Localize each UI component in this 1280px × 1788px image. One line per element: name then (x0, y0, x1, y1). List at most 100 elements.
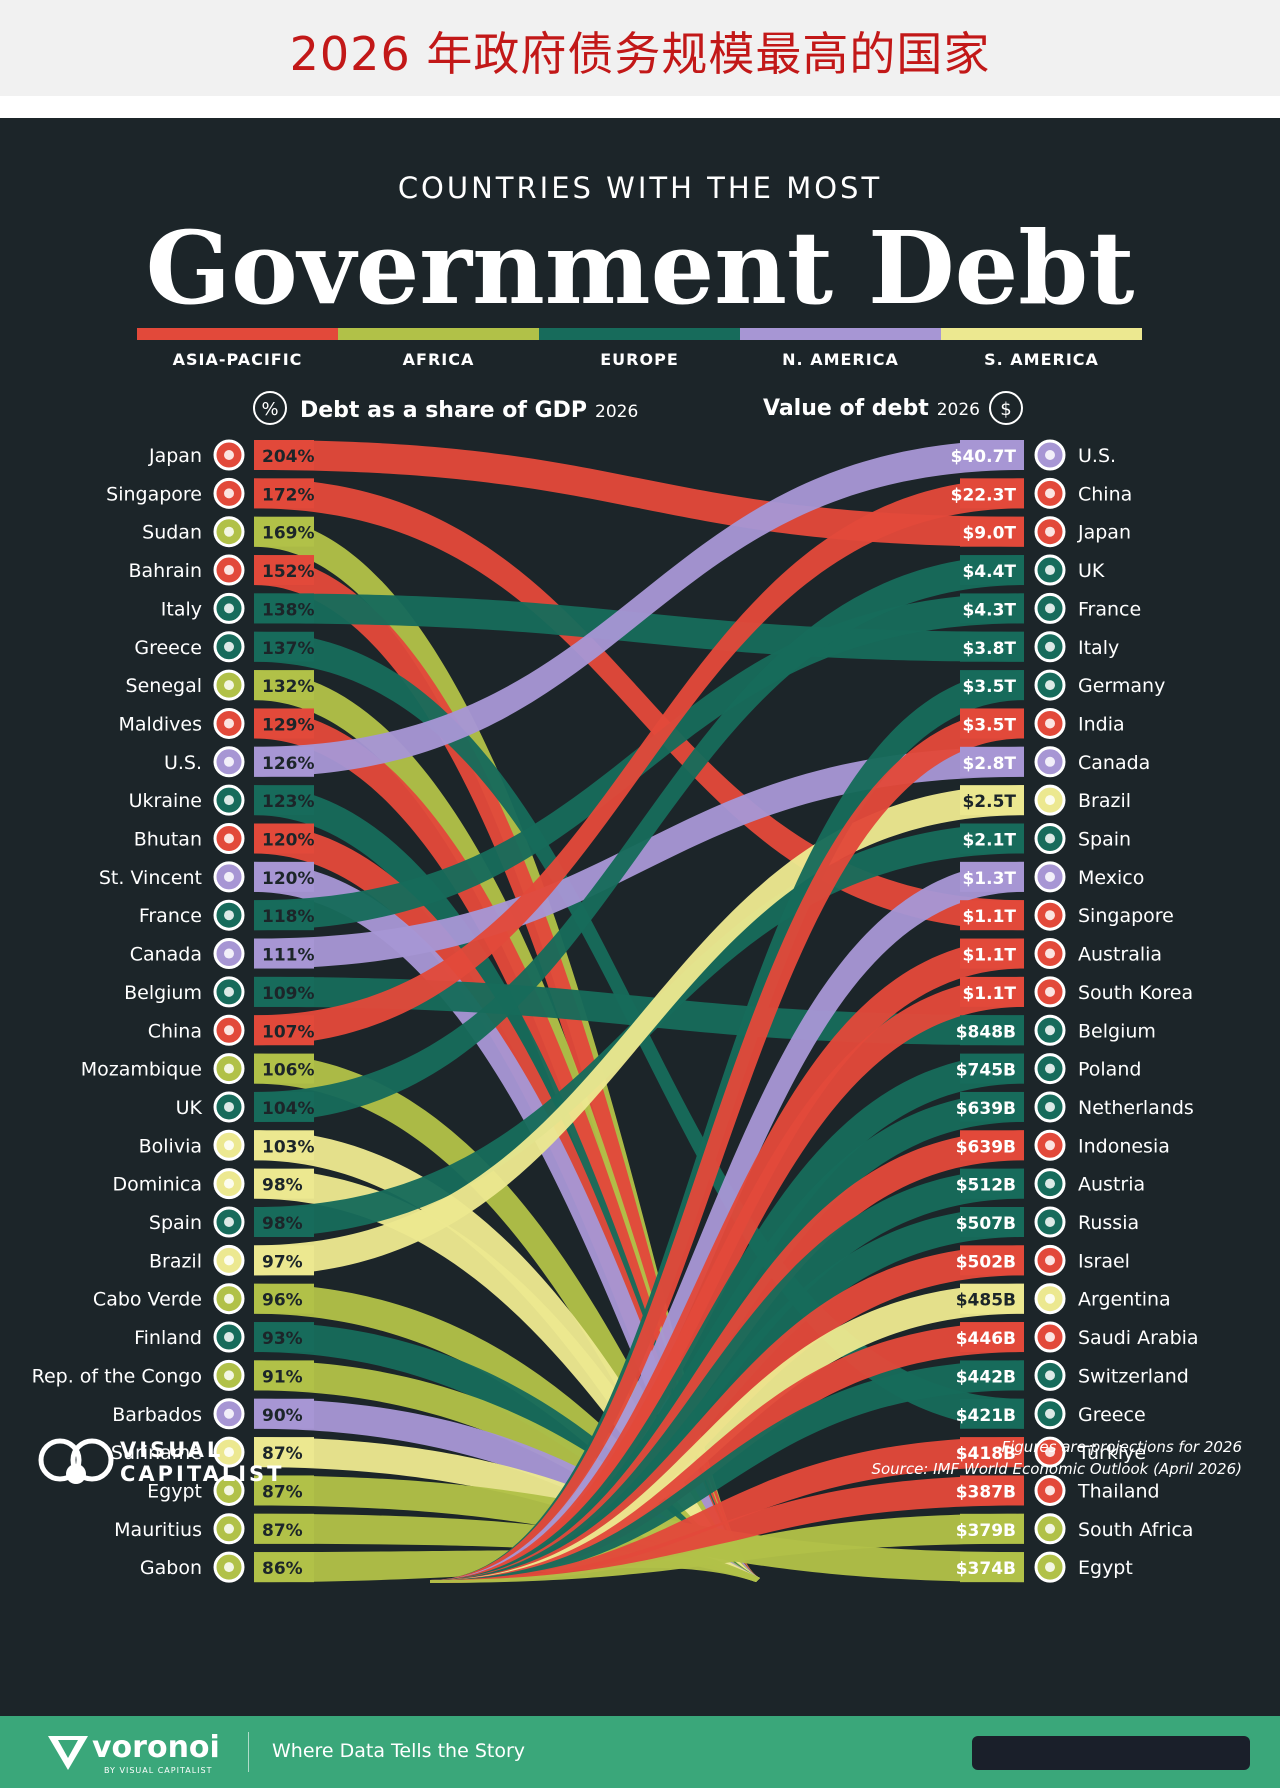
left-value-label: 129% (262, 715, 315, 735)
belgium-flag-icon (213, 976, 245, 1008)
right-row: $379B South Africa (956, 1513, 1193, 1545)
left-value-band (254, 708, 314, 739)
left-value-label: 138% (262, 600, 315, 620)
right-row: $421B Greece (956, 1398, 1146, 1430)
left-value-band (254, 976, 314, 1007)
right-value-band (960, 1015, 1024, 1046)
left-value-band (254, 1168, 314, 1199)
right-country-label: Spain (1078, 829, 1131, 851)
right-country-label: Austria (1078, 1174, 1145, 1196)
right-value-band (960, 631, 1024, 662)
netherlands-flag-icon (1034, 1091, 1066, 1123)
left-row: U.S. 126% (164, 746, 315, 778)
left-country-label: Egypt (147, 1480, 202, 1502)
left-value-label: 169% (262, 524, 315, 544)
right-value-band (960, 976, 1024, 1007)
left-row: Greece 137% (134, 631, 315, 663)
singapore-flag-icon (213, 477, 245, 509)
vc-logo-icon (38, 1438, 114, 1484)
japan-flag-icon (213, 439, 245, 471)
left-value-band (254, 1513, 314, 1544)
greece-flag-icon (1034, 1398, 1066, 1430)
footer-tagline: Where Data Tells the Story (272, 1740, 526, 1762)
left-value-label: 137% (262, 639, 315, 659)
voronoi-logo-icon (48, 1736, 88, 1770)
footer-brand: voronoi (92, 1730, 220, 1765)
brazil-flag-icon (213, 1244, 245, 1276)
left-country-label: Canada (130, 944, 202, 966)
ribbon-south-korea (430, 976, 1024, 1583)
left-value-label: 97% (262, 1252, 303, 1272)
right-value-label: $40.7T (951, 447, 1017, 467)
visual-capitalist-logo: VISUAL CAPITALIST (38, 1438, 281, 1486)
right-value-label: $442B (956, 1367, 1016, 1387)
ribbon-india (430, 708, 1024, 1583)
right-row: $3.8T Italy (960, 631, 1119, 663)
spain-flag-icon (213, 1206, 245, 1238)
right-value-label: $745B (956, 1061, 1016, 1081)
debt-value-column: $40.7T U.S.$22.3T China$9.0T Japan$4.4T UK$4… (951, 439, 1199, 1583)
right-value-label: $639B (956, 1137, 1016, 1157)
us-flag-icon (213, 746, 245, 778)
right-country-label: France (1078, 598, 1141, 620)
right-row: $3.5T Germany (960, 669, 1165, 701)
right-country-label: Greece (1078, 1404, 1146, 1426)
left-value-band (254, 746, 314, 777)
left-value-band (254, 440, 314, 470)
banner-title: 2026 年政府债务规模最高的国家 (289, 27, 991, 81)
cabo-verde-flag-icon (213, 1283, 245, 1315)
left-row: Canada 111% (130, 938, 315, 970)
right-row: $4.3T France (960, 592, 1141, 624)
right-value-label: $446B (956, 1329, 1016, 1349)
ukraine-flag-icon (213, 784, 245, 816)
right-value-band (960, 516, 1024, 547)
right-value-label: $2.8T (962, 754, 1016, 774)
right-row: $639B Indonesia (956, 1129, 1170, 1161)
right-value-band (960, 1130, 1024, 1161)
mozambique-flag-icon (213, 1053, 245, 1085)
us-flag-icon (1034, 439, 1066, 471)
spain-flag-icon (1034, 823, 1066, 854)
right-country-label: Italy (1078, 637, 1119, 659)
right-value-label: $387B (956, 1482, 1016, 1502)
left-row: Barbados 90% (112, 1398, 314, 1430)
source-note: Source: IMF World Economic Outlook (Apri… (871, 1460, 1242, 1478)
china-flag-icon (1034, 477, 1066, 509)
france-flag-icon (213, 899, 245, 931)
footer-divider (248, 1732, 249, 1772)
percent-icon: % (253, 391, 287, 425)
right-value-band (960, 1283, 1024, 1314)
left-value-label: 120% (262, 869, 315, 889)
right-value-label: $512B (956, 1176, 1016, 1196)
left-value-label: 109% (262, 984, 315, 1004)
right-value-label: $1.1T (962, 907, 1016, 927)
left-row: Suriname 87% (111, 1436, 314, 1468)
right-value-band (960, 1322, 1024, 1353)
legend-label-s-america: S. AMERICA (984, 350, 1099, 369)
left-row: Bahrain 152% (129, 554, 315, 586)
left-country-label: Ukraine (129, 790, 202, 812)
left-value-band (254, 1091, 314, 1122)
left-country-label: Senegal (126, 675, 202, 697)
right-row: $1.3T Mexico (960, 861, 1144, 893)
left-value-label: 98% (262, 1214, 303, 1234)
left-country-label: UK (176, 1097, 203, 1119)
congo-flag-icon (213, 1359, 245, 1391)
ribbon-uk (254, 555, 1024, 1122)
right-value-band (960, 1207, 1024, 1237)
right-country-label: Germany (1078, 675, 1165, 697)
south-africa-flag-icon (1034, 1513, 1066, 1545)
right-row: $2.1T Spain (960, 823, 1131, 854)
right-value-label: $374B (956, 1559, 1016, 1579)
left-value-label: 96% (262, 1291, 303, 1311)
ribbon-u-s (254, 440, 1024, 777)
bahrain-flag-icon (213, 554, 245, 586)
left-row: Spain 98% (149, 1206, 314, 1238)
left-country-label: Rep. of the Congo (32, 1365, 202, 1387)
right-value-label: $3.5T (962, 677, 1016, 697)
right-country-label: India (1078, 713, 1125, 735)
ribbon-t-rkiye (430, 1437, 1024, 1583)
top-banner: 2026 年政府债务规模最高的国家 (0, 0, 1280, 96)
right-country-label: Australia (1078, 944, 1162, 966)
right-value-band (960, 1513, 1024, 1544)
